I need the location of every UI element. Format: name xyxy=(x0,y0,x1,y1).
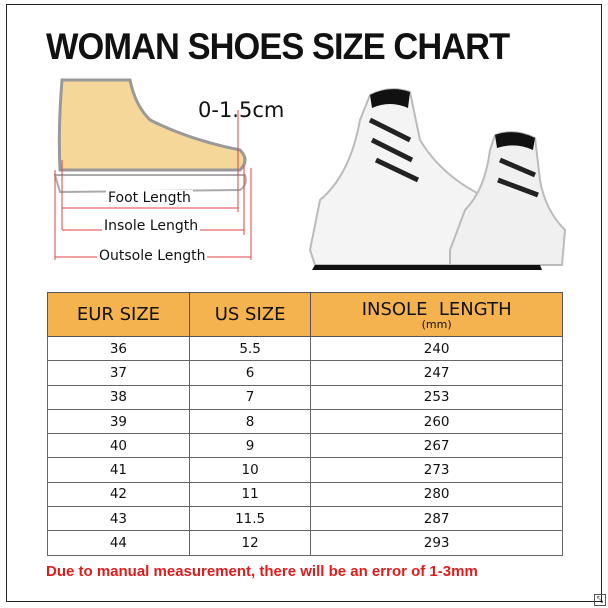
insole-length-cell: 287 xyxy=(310,506,563,532)
expand-icon: ⤡ xyxy=(594,594,606,606)
header-insole-length: INSOLE LENGTH (mm) xyxy=(310,292,563,337)
header-eur-size: EUR SIZE xyxy=(47,292,190,337)
insole-length-cell: 293 xyxy=(310,530,563,556)
eur-size-cell: 42 xyxy=(47,481,190,508)
header-unit: (mm) xyxy=(421,318,452,331)
size-chart-table: EUR SIZE US SIZE INSOLE LENGTH (mm) 36 5.5… xyxy=(47,292,563,556)
table-row: 44 12 293 xyxy=(47,530,563,556)
sneaker-image xyxy=(308,88,567,270)
us-size-cell: 12 xyxy=(188,530,312,556)
page-title: WOMAN SHOES SIZE CHART xyxy=(46,26,510,67)
insole-length-cell: 247 xyxy=(310,360,563,386)
us-size-cell: 10 xyxy=(188,457,312,483)
us-size-cell: 8 xyxy=(188,408,312,435)
us-size-cell: 5.5 xyxy=(188,335,312,362)
table-row: 43 11.5 287 xyxy=(47,506,563,532)
outsole-length-label: Outsole Length xyxy=(97,248,208,264)
insole-length-cell: 273 xyxy=(310,457,563,483)
eur-size-cell: 43 xyxy=(47,506,190,532)
table-row: 39 8 260 xyxy=(47,408,563,435)
us-size-cell: 7 xyxy=(188,384,312,410)
eur-size-cell: 44 xyxy=(47,530,190,556)
insole-length-cell: 253 xyxy=(310,384,563,410)
eur-size-cell: 36 xyxy=(47,335,190,362)
table-row: 42 11 280 xyxy=(47,481,563,508)
table-row: 36 5.5 240 xyxy=(47,335,563,362)
insole-length-cell: 267 xyxy=(310,433,563,459)
us-size-cell: 11 xyxy=(188,481,312,508)
table-row: 40 9 267 xyxy=(47,433,563,459)
us-size-cell: 9 xyxy=(188,433,312,459)
eur-size-cell: 40 xyxy=(47,433,190,459)
insole-length-cell: 240 xyxy=(310,335,563,362)
insole-length-cell: 280 xyxy=(310,481,563,508)
table-row: 38 7 253 xyxy=(47,384,563,410)
table-row: 41 10 273 xyxy=(47,457,563,483)
table-row: 37 6 247 xyxy=(47,360,563,386)
us-size-cell: 6 xyxy=(188,360,312,386)
eur-size-cell: 37 xyxy=(47,360,190,386)
header-us-size: US SIZE xyxy=(188,292,312,337)
eur-size-cell: 41 xyxy=(47,457,190,483)
tolerance-label: 0-1.5cm xyxy=(198,98,285,122)
insole-length-cell: 260 xyxy=(310,408,563,435)
eur-size-cell: 38 xyxy=(47,384,190,410)
eur-size-cell: 39 xyxy=(47,408,190,435)
table-header-row: EUR SIZE US SIZE INSOLE LENGTH (mm) xyxy=(47,292,563,337)
header-insole-length-text: INSOLE LENGTH xyxy=(361,299,512,320)
image-frame xyxy=(6,4,602,602)
measurement-note: Due to manual measurement, there will be… xyxy=(46,563,478,580)
us-size-cell: 11.5 xyxy=(188,506,312,532)
foot-length-label: Foot Length xyxy=(106,190,193,206)
insole-length-label: Insole Length xyxy=(102,218,201,234)
